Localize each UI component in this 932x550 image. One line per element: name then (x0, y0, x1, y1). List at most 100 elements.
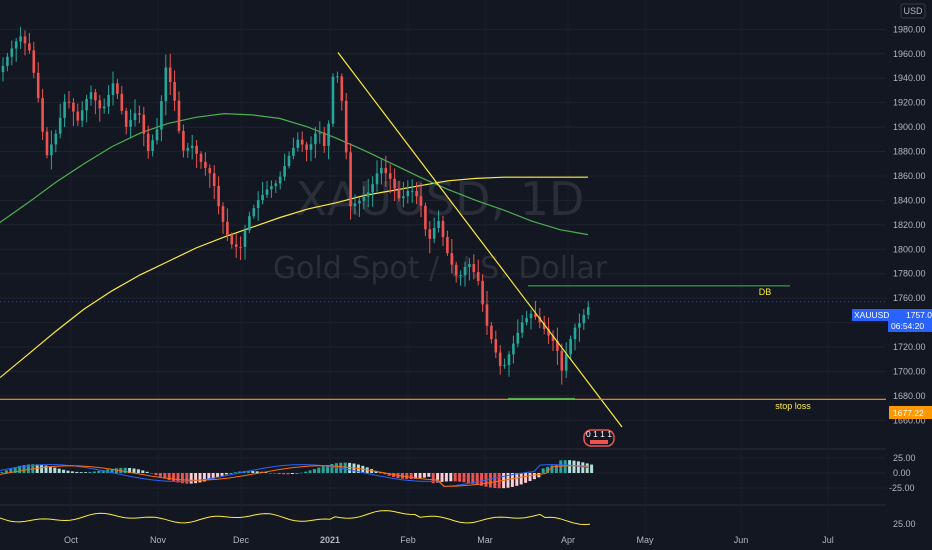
candle-up (564, 354, 568, 371)
histogram-bar (211, 473, 215, 479)
candle-up (512, 343, 515, 355)
candle-up (318, 132, 322, 134)
candle-up (569, 339, 572, 355)
candle-down (32, 50, 36, 73)
candle-up (371, 184, 374, 193)
histogram-bar (92, 471, 96, 473)
histogram-bar (436, 473, 440, 483)
candle-down (230, 235, 234, 245)
candle-up (1, 65, 5, 73)
candle-down (476, 272, 480, 281)
watermark-name: Gold Spot / U.S. Dollar (273, 251, 608, 286)
histogram-bar (409, 473, 413, 480)
lower-indicator-line (0, 510, 591, 526)
histogram-bar (321, 466, 325, 473)
price-tick-label: 1680.00 (893, 391, 926, 401)
currency-button[interactable] (900, 3, 926, 19)
candle-down (234, 244, 238, 247)
price-axis[interactable] (886, 0, 932, 550)
histogram-bar (537, 473, 541, 478)
time-tick-label: Nov (150, 535, 167, 545)
candle-up (292, 147, 295, 156)
histogram-bar (44, 465, 48, 473)
histogram-bar (79, 472, 83, 473)
candle-up (327, 123, 330, 147)
histogram-bar (101, 470, 105, 473)
candle-up (380, 167, 383, 174)
candle-up (516, 332, 520, 344)
histogram-bar (233, 472, 237, 473)
histogram-bar (238, 471, 242, 473)
candle-down (424, 205, 427, 230)
histogram-bar (418, 473, 422, 479)
histogram-bar (444, 473, 448, 482)
histogram-bar (515, 473, 519, 486)
oscillator-tick-label: 25.00 (893, 453, 916, 463)
histogram-bar (572, 460, 576, 473)
histogram-bar (330, 463, 334, 473)
histogram-bar (585, 463, 589, 473)
histogram-bar (158, 473, 162, 477)
trend-line (337, 52, 623, 428)
histogram-bar (383, 473, 387, 475)
histogram-bar (57, 468, 61, 473)
histogram-bar (48, 466, 52, 473)
candle-down (168, 67, 172, 83)
candle-down (450, 253, 454, 265)
candle-up (520, 322, 524, 333)
price-tick-label: 1800.00 (893, 244, 926, 254)
histogram-bar (378, 472, 382, 474)
candle-up (274, 183, 278, 187)
histogram-bar (343, 462, 347, 473)
grid (0, 28, 886, 506)
histogram-bar (277, 473, 281, 475)
candle-up (261, 194, 264, 201)
candle-up (463, 266, 467, 276)
candle-up (164, 67, 168, 102)
histogram-bar (123, 467, 127, 473)
candle-up (459, 275, 462, 277)
histogram-bar (519, 473, 523, 485)
candle-up (102, 106, 106, 109)
price-tick-label: 1760.00 (893, 293, 926, 303)
candle-down (217, 186, 220, 207)
histogram-bar (150, 473, 154, 474)
histogram-bar (180, 473, 184, 484)
price-tick-label: 1900.00 (893, 122, 926, 132)
price-tick-label: 1880.00 (893, 147, 926, 157)
candle-up (582, 314, 586, 324)
moving-averages (0, 112, 589, 379)
candle-down (204, 161, 207, 168)
histogram-bar (26, 464, 30, 473)
time-tick-label: May (636, 535, 654, 545)
candle-up (111, 83, 115, 95)
candle-up (58, 117, 62, 134)
candle-up (503, 365, 506, 367)
price-tick-label: 1860.00 (893, 171, 926, 181)
histogram-bar (440, 473, 444, 482)
time-tick-label: Jun (734, 535, 749, 545)
candle-up (54, 133, 58, 145)
histogram-bar (220, 473, 224, 476)
time-tick-label: Feb (400, 535, 416, 545)
histogram-bar (167, 473, 171, 481)
histogram-bar (84, 472, 88, 473)
histogram-bar (554, 464, 558, 473)
histogram-bar (576, 461, 580, 473)
candle-up (256, 200, 260, 209)
histogram-bar (550, 465, 554, 473)
histogram-bar (229, 473, 233, 474)
candle-up (80, 110, 84, 121)
histogram-bar (563, 460, 567, 473)
histogram-bar (216, 473, 220, 478)
event-marker[interactable]: 0 1 1 1 (583, 429, 615, 447)
candle-up (366, 192, 370, 197)
time-tick-label: Apr (561, 535, 575, 545)
price-tick-label: 1840.00 (893, 195, 926, 205)
candle-up (406, 190, 410, 197)
candle-up (573, 327, 577, 340)
oscillator-tick-label: -25.00 (889, 483, 915, 493)
time-tick-label: Oct (64, 535, 79, 545)
histogram-bar (414, 473, 418, 479)
